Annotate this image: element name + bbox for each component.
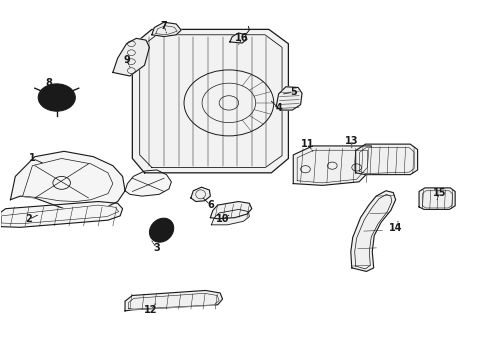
Polygon shape xyxy=(125,291,222,311)
Polygon shape xyxy=(210,202,251,219)
Polygon shape xyxy=(422,191,451,208)
Polygon shape xyxy=(152,22,181,37)
Polygon shape xyxy=(156,26,177,35)
Polygon shape xyxy=(125,170,171,196)
Polygon shape xyxy=(418,188,454,210)
Polygon shape xyxy=(190,187,210,202)
Circle shape xyxy=(46,90,67,105)
Polygon shape xyxy=(276,87,302,110)
Text: 4: 4 xyxy=(275,103,282,113)
Polygon shape xyxy=(211,210,249,225)
Text: 11: 11 xyxy=(301,139,314,149)
Polygon shape xyxy=(113,39,149,76)
Text: 9: 9 xyxy=(123,55,130,65)
Text: 8: 8 xyxy=(45,78,52,88)
Text: 15: 15 xyxy=(432,188,446,198)
Text: 12: 12 xyxy=(144,305,157,315)
Text: 1: 1 xyxy=(29,153,36,163)
Polygon shape xyxy=(132,30,288,173)
Polygon shape xyxy=(350,191,395,271)
Polygon shape xyxy=(297,150,366,183)
Text: 6: 6 xyxy=(206,200,213,210)
Text: 14: 14 xyxy=(388,224,402,233)
Polygon shape xyxy=(355,144,417,175)
Polygon shape xyxy=(10,151,125,212)
Text: 5: 5 xyxy=(289,87,296,97)
Polygon shape xyxy=(0,202,122,227)
Polygon shape xyxy=(359,148,413,174)
Text: 7: 7 xyxy=(161,21,167,31)
Polygon shape xyxy=(140,35,282,167)
Circle shape xyxy=(38,84,75,111)
Polygon shape xyxy=(22,158,113,202)
Polygon shape xyxy=(1,205,119,224)
Polygon shape xyxy=(293,146,370,185)
Text: 10: 10 xyxy=(215,215,229,224)
Text: 16: 16 xyxy=(235,33,248,43)
Text: 2: 2 xyxy=(25,215,32,224)
Polygon shape xyxy=(229,33,246,43)
Polygon shape xyxy=(128,293,219,309)
Ellipse shape xyxy=(154,222,169,239)
Text: 3: 3 xyxy=(153,243,160,253)
Ellipse shape xyxy=(149,218,173,242)
Polygon shape xyxy=(354,194,391,269)
Text: 13: 13 xyxy=(345,136,358,145)
